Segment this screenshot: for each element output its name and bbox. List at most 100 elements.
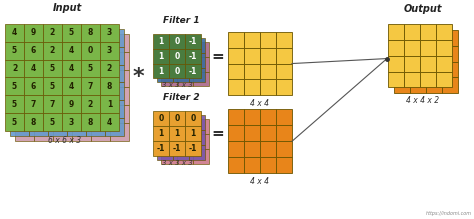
Bar	[260, 32, 276, 48]
Text: 5: 5	[12, 82, 17, 91]
Bar	[177, 119, 193, 134]
Bar	[260, 157, 276, 173]
Bar	[48, 47, 67, 65]
Bar	[34, 87, 53, 105]
Text: 2: 2	[88, 100, 93, 109]
Bar	[48, 65, 67, 83]
Bar	[410, 62, 426, 78]
Text: 4 x 4: 4 x 4	[250, 177, 270, 186]
Bar	[110, 52, 129, 69]
Bar	[228, 125, 244, 141]
Bar	[81, 42, 100, 60]
Bar	[161, 119, 177, 134]
Bar	[228, 109, 244, 125]
Bar	[110, 105, 129, 123]
Bar	[100, 113, 119, 131]
Bar	[62, 60, 81, 78]
Bar	[153, 141, 169, 156]
Bar	[53, 34, 72, 52]
Text: 8: 8	[88, 28, 93, 37]
Bar	[24, 24, 43, 42]
Bar	[189, 130, 205, 145]
Bar	[394, 62, 410, 78]
Bar	[244, 157, 260, 173]
Text: 0: 0	[174, 114, 180, 123]
Bar	[105, 118, 124, 136]
Bar	[420, 56, 436, 72]
Bar	[86, 118, 105, 136]
Text: 1: 1	[158, 129, 164, 138]
Bar	[110, 87, 129, 105]
Bar	[100, 42, 119, 60]
Bar	[394, 30, 410, 46]
Text: 1: 1	[174, 129, 180, 138]
Text: =: =	[211, 126, 224, 141]
Text: *: *	[132, 67, 144, 88]
Bar	[29, 101, 48, 118]
Bar	[29, 65, 48, 83]
Bar	[62, 42, 81, 60]
Text: Filter 1: Filter 1	[163, 16, 199, 25]
Bar	[100, 60, 119, 78]
Bar	[91, 87, 110, 105]
Bar	[15, 52, 34, 69]
Text: =: =	[211, 49, 224, 64]
Bar	[161, 134, 177, 149]
Text: 8: 8	[88, 118, 93, 127]
Bar	[157, 67, 173, 83]
Bar	[15, 69, 34, 87]
Bar	[388, 24, 404, 40]
Bar	[105, 47, 124, 65]
Bar	[100, 24, 119, 42]
Bar	[161, 72, 177, 87]
Bar	[110, 69, 129, 87]
Bar	[410, 30, 426, 46]
Bar	[410, 46, 426, 62]
Bar	[177, 72, 193, 87]
Text: 4: 4	[69, 82, 74, 91]
Bar	[228, 48, 244, 64]
Bar	[161, 42, 177, 57]
Bar	[10, 83, 29, 101]
Bar	[29, 47, 48, 65]
Bar	[153, 64, 169, 78]
Bar	[81, 95, 100, 113]
Text: 6: 6	[31, 82, 36, 91]
Bar	[442, 62, 458, 78]
Bar	[410, 78, 426, 94]
Text: -1: -1	[189, 67, 197, 76]
Text: -1: -1	[189, 51, 197, 61]
Bar	[67, 101, 86, 118]
Bar	[169, 64, 185, 78]
Bar	[62, 113, 81, 131]
Text: 4: 4	[31, 64, 36, 73]
Bar	[173, 38, 189, 53]
Bar	[244, 79, 260, 95]
Bar	[105, 65, 124, 83]
Bar	[67, 29, 86, 47]
Bar	[436, 56, 452, 72]
Bar	[442, 78, 458, 94]
Bar	[436, 40, 452, 56]
Bar	[420, 24, 436, 40]
Bar	[34, 34, 53, 52]
Text: 0: 0	[174, 51, 180, 61]
Bar	[260, 125, 276, 141]
Bar	[10, 101, 29, 118]
Bar	[228, 157, 244, 173]
Text: Input: Input	[52, 3, 82, 13]
Text: 0: 0	[88, 46, 93, 55]
Text: 5: 5	[50, 64, 55, 73]
Bar	[43, 24, 62, 42]
Bar	[169, 34, 185, 49]
Bar	[153, 126, 169, 141]
Bar	[5, 113, 24, 131]
Bar	[67, 47, 86, 65]
Bar	[442, 30, 458, 46]
Bar	[185, 34, 201, 49]
Bar	[404, 72, 420, 87]
Bar	[173, 145, 189, 160]
Text: 2: 2	[50, 46, 55, 55]
Bar	[276, 79, 292, 95]
Text: 2: 2	[107, 64, 112, 73]
